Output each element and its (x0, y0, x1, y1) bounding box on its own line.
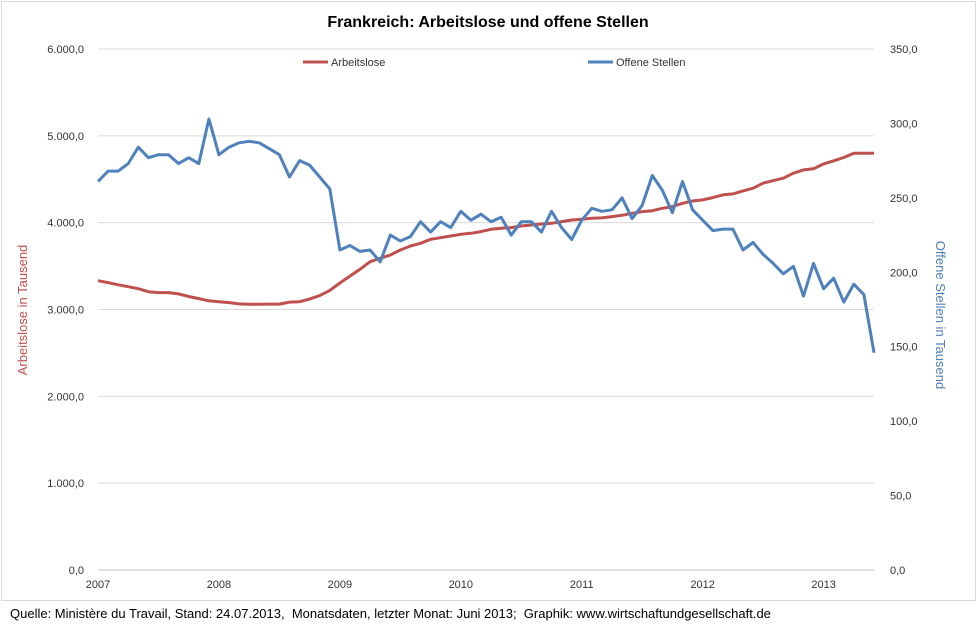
legend-label-offene-stellen: Offene Stellen (616, 57, 686, 69)
y-tick-label: 6.000,0 (47, 44, 84, 56)
x-tick-label: 2009 (328, 579, 352, 591)
y-tick-label: 1.000,0 (47, 478, 84, 490)
y-tick-label: 0,0 (69, 565, 84, 577)
y2-tick-label: 250,0 (890, 193, 918, 205)
x-tick-label: 2013 (811, 579, 835, 591)
y2-tick-label: 150,0 (890, 342, 918, 354)
y2-tick-label: 50,0 (890, 491, 911, 503)
series-line-offene-stellen (96, 117, 876, 353)
x-tick-label: 2008 (207, 579, 231, 591)
chart-title: Frankreich: Arbeitslose und offene Stell… (327, 14, 648, 31)
x-tick-label: 2007 (86, 579, 110, 591)
y-tick-label: 4.000,0 (47, 218, 84, 230)
x-tick-label: 2012 (690, 579, 714, 591)
y-axis-title: Arbeitslose in Tausend (15, 245, 30, 376)
y2-axis-title: Offene Stellen in Tausend (933, 241, 948, 389)
y2-tick-label: 300,0 (890, 118, 918, 130)
chart-frame (1, 1, 976, 601)
y-tick-label: 2.000,0 (47, 391, 84, 403)
x-tick-label: 2011 (570, 579, 594, 591)
y2-tick-label: 100,0 (890, 416, 918, 428)
y-tick-label: 5.000,0 (47, 131, 84, 143)
series-line-arbeitslose (97, 151, 874, 306)
y2-tick-label: 350,0 (890, 44, 918, 56)
legend-label-arbeitslose: Arbeitslose (331, 57, 385, 69)
source-footer: Quelle: Ministère du Travail, Stand: 24.… (10, 606, 771, 621)
x-tick-label: 2010 (449, 579, 473, 591)
y2-tick-label: 200,0 (890, 267, 918, 279)
y2-tick-label: 0,0 (890, 565, 905, 577)
y-tick-label: 3.000,0 (47, 305, 84, 317)
